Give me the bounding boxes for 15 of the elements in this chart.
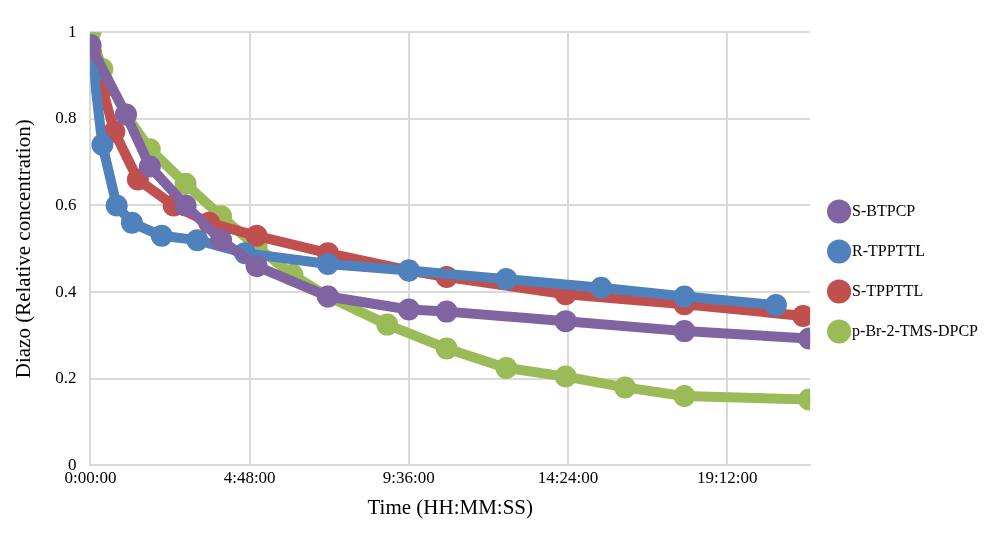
x-tick-label: 9:36:00 [382, 468, 435, 488]
y-tick-label: 0.4 [55, 281, 77, 301]
legend-label: S-BTPCP [852, 201, 916, 219]
y-tick-label: 1 [67, 21, 77, 41]
legend-label: S-TPPTTL [852, 281, 924, 299]
legend-label: R-TPPTTL [852, 241, 925, 259]
y-tick-label: 0.2 [55, 368, 77, 388]
x-tick-label: 4:48:00 [223, 468, 276, 488]
x-axis-title: Time (HH:MM:SS) [367, 494, 534, 519]
legend-label: p-Br-2-TMS-DPCP [852, 321, 979, 340]
y-tick-label: 0.8 [55, 108, 77, 128]
x-tick-label: 14:24:00 [537, 468, 599, 488]
x-tick-label: 19:12:00 [696, 468, 758, 488]
y-axis-title: Diazo (Relative concentration) [11, 119, 36, 379]
y-tick-label: 0.6 [55, 194, 77, 214]
